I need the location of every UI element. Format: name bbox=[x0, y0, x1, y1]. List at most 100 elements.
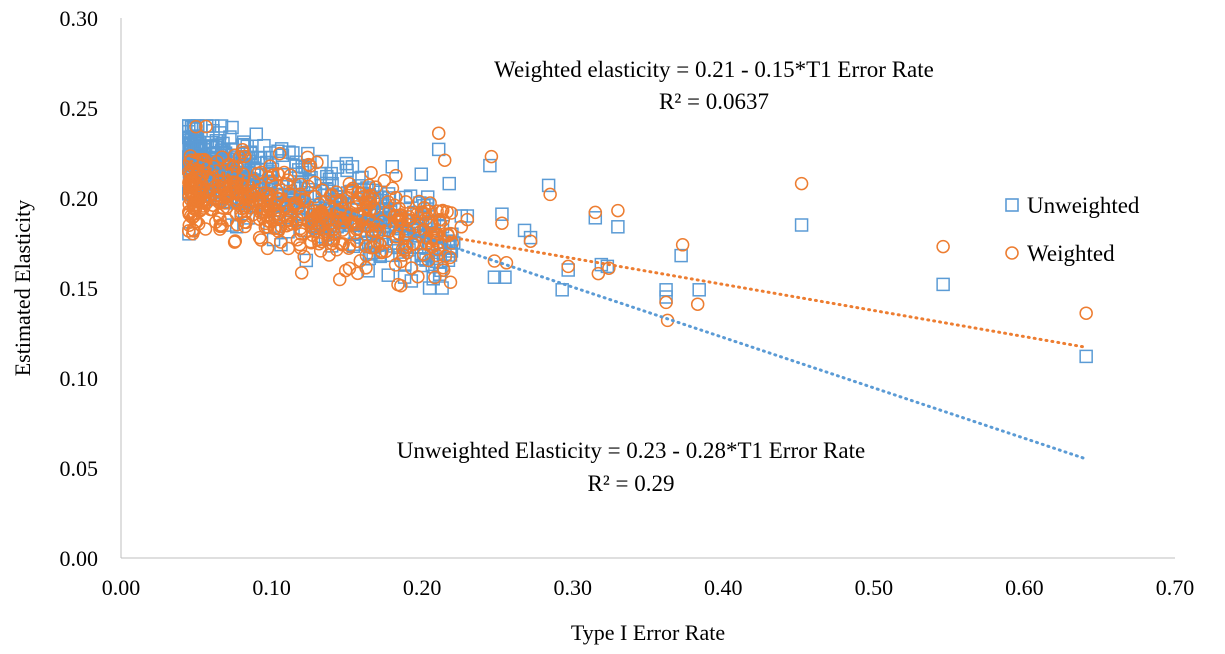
data-point-square bbox=[692, 283, 706, 297]
x-tick-label: 0.00 bbox=[102, 575, 141, 600]
data-point-circle bbox=[308, 210, 323, 224]
legend-label-unweighted: Unweighted bbox=[1027, 193, 1140, 218]
data-point-circle bbox=[197, 162, 212, 177]
data-point-circle bbox=[224, 183, 238, 197]
data-point-square bbox=[225, 120, 239, 135]
weighted-annotation: Weighted elasticity = 0.21 - 0.15*T1 Err… bbox=[494, 57, 934, 114]
data-point-circle bbox=[308, 175, 322, 190]
data-point-circle bbox=[263, 159, 277, 173]
data-point-circle bbox=[332, 272, 347, 287]
data-point-circle bbox=[588, 205, 603, 220]
data-point-circle bbox=[385, 181, 400, 196]
data-point-circle bbox=[361, 194, 376, 209]
data-point-circle bbox=[368, 180, 383, 194]
data-point-circle bbox=[301, 157, 316, 172]
data-point-circle bbox=[294, 266, 309, 280]
data-point-circle bbox=[211, 173, 226, 188]
data-point-circle bbox=[411, 269, 425, 284]
data-point-circle bbox=[395, 212, 409, 227]
data-point-circle bbox=[301, 179, 315, 194]
data-point-square bbox=[340, 163, 354, 178]
data-point-circle bbox=[388, 258, 403, 272]
data-point-circle bbox=[350, 234, 364, 249]
data-point-circle bbox=[187, 224, 201, 238]
data-point-circle bbox=[182, 176, 196, 191]
data-point-circle bbox=[437, 263, 451, 277]
data-point-square bbox=[225, 143, 240, 157]
data-point-circle bbox=[410, 207, 424, 221]
data-point-circle bbox=[246, 173, 261, 188]
data-point-circle bbox=[381, 195, 395, 209]
data-point-circle bbox=[199, 119, 213, 134]
data-point-square bbox=[398, 190, 413, 205]
data-point-circle bbox=[436, 203, 450, 218]
data-point-circle bbox=[561, 259, 575, 274]
data-point-square bbox=[249, 127, 264, 141]
data-point-square bbox=[561, 263, 575, 277]
data-point-circle bbox=[428, 270, 442, 285]
unweighted-trendline bbox=[187, 157, 1088, 461]
data-point-square bbox=[184, 140, 199, 155]
data-point-circle bbox=[335, 223, 350, 237]
data-point-circle bbox=[444, 226, 458, 241]
data-point-square bbox=[203, 139, 217, 153]
data-point-circle bbox=[227, 175, 242, 189]
data-point-square bbox=[523, 230, 538, 245]
data-point-circle bbox=[220, 200, 234, 214]
trendlines bbox=[187, 157, 1088, 461]
data-point-square bbox=[286, 146, 300, 160]
data-point-square bbox=[794, 218, 809, 232]
y-tick-label: 0.00 bbox=[60, 546, 99, 571]
data-point-circle bbox=[675, 238, 690, 252]
data-point-circle bbox=[310, 155, 324, 170]
data-point-circle bbox=[220, 213, 235, 227]
data-point-square bbox=[298, 160, 312, 175]
data-point-circle bbox=[344, 183, 358, 197]
data-point-circle bbox=[254, 233, 268, 247]
data-point-circle bbox=[431, 126, 446, 140]
data-point-circle bbox=[189, 119, 203, 134]
plot-area bbox=[120, 18, 1175, 559]
weighted-trendline bbox=[187, 190, 1088, 349]
data-point-square bbox=[498, 270, 512, 284]
x-tick-label: 0.30 bbox=[553, 575, 592, 600]
weighted-r-squared: R² = 0.0637 bbox=[659, 89, 769, 114]
legend-item-weighted: Weighted bbox=[1005, 241, 1115, 266]
data-point-circle bbox=[434, 204, 448, 219]
data-point-circle bbox=[272, 146, 287, 161]
data-point-circle bbox=[289, 216, 304, 230]
data-point-circle bbox=[591, 266, 606, 281]
legend-circle-icon bbox=[1005, 246, 1019, 260]
legend-square-icon bbox=[1005, 198, 1019, 212]
data-point-circle bbox=[417, 247, 431, 262]
data-point-circle bbox=[252, 230, 267, 245]
data-point-circle bbox=[283, 168, 298, 182]
data-point-circle bbox=[364, 240, 378, 255]
unweighted-equation: Unweighted Elasticity = 0.23 - 0.28*T1 E… bbox=[397, 438, 865, 463]
data-point-circle bbox=[443, 250, 457, 265]
data-point-circle bbox=[407, 237, 421, 252]
data-point-circle bbox=[430, 248, 444, 263]
y-tick-label: 0.20 bbox=[60, 186, 99, 211]
data-point-circle bbox=[273, 235, 288, 249]
data-point-circle bbox=[297, 249, 311, 264]
data-point-circle bbox=[936, 239, 950, 254]
x-tick-labels: 0.00 0.10 0.20 0.30 0.40 0.50 0.60 0.70 bbox=[102, 575, 1195, 600]
data-point-circle bbox=[238, 188, 252, 202]
data-point-circle bbox=[362, 178, 376, 192]
data-point-circle bbox=[237, 215, 252, 229]
data-point-square bbox=[251, 151, 265, 165]
data-point-circle bbox=[215, 150, 229, 164]
data-point-circle bbox=[293, 177, 308, 192]
data-point-circle bbox=[404, 261, 419, 275]
data-point-square bbox=[659, 283, 673, 297]
data-point-square bbox=[495, 207, 509, 221]
data-point-circle bbox=[325, 236, 340, 251]
data-point-circle bbox=[794, 176, 809, 191]
data-point-square bbox=[659, 290, 673, 304]
x-tick-label: 0.10 bbox=[252, 575, 291, 600]
data-point-circle bbox=[389, 190, 403, 205]
data-point-square bbox=[611, 220, 625, 234]
y-tick-label: 0.10 bbox=[60, 366, 99, 391]
